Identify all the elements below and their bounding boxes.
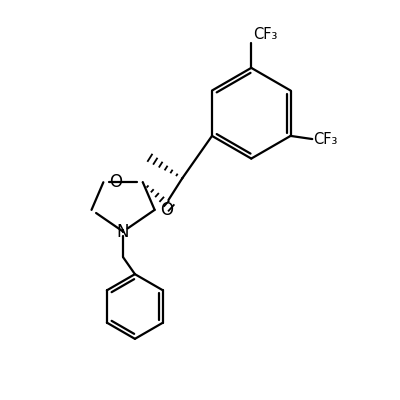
Text: N: N bbox=[117, 222, 129, 240]
Text: O: O bbox=[109, 173, 122, 191]
Text: CF₃: CF₃ bbox=[314, 132, 338, 147]
Text: CF₃: CF₃ bbox=[253, 27, 278, 42]
Text: O: O bbox=[160, 201, 173, 219]
